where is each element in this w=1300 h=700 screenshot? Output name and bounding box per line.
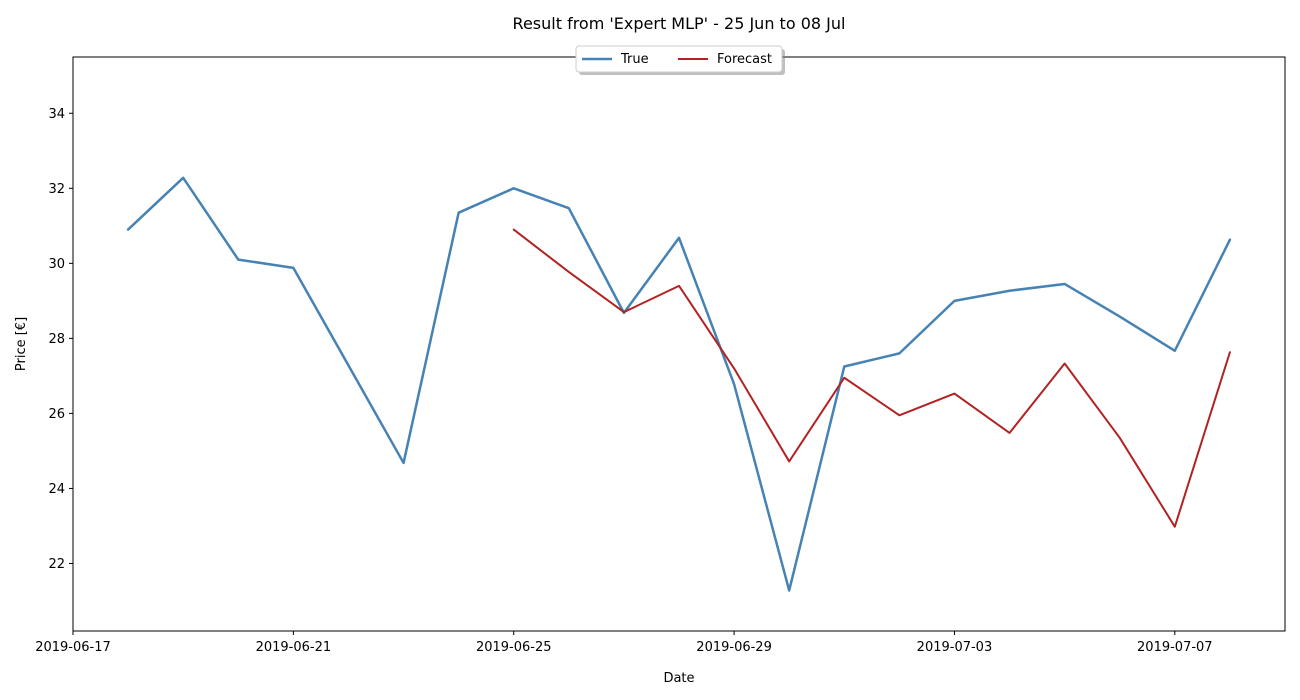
x-tick-label: 2019-06-29 [696, 640, 772, 655]
x-tick-label: 2019-07-03 [917, 640, 993, 655]
plot-area [72, 56, 1286, 632]
y-tick-label: 22 [48, 557, 65, 572]
x-axis-label: Date [663, 671, 694, 686]
y-tick-label: 34 [48, 107, 65, 122]
y-tick-label: 28 [48, 332, 65, 347]
legend: True Forecast [575, 45, 785, 75]
x-tick-label: 2019-06-21 [256, 640, 332, 655]
y-axis-ticks: 22 24 26 28 30 32 34 [48, 107, 73, 572]
x-tick-label: 2019-06-25 [476, 640, 552, 655]
series-lines [126, 176, 1232, 592]
chart-title: Result from 'Expert MLP' - 25 Jun to 08 … [513, 14, 846, 33]
y-tick-label: 24 [48, 482, 65, 497]
x-tick-label: 2019-06-17 [35, 640, 111, 655]
legend-label-true: True [620, 52, 649, 67]
series-line-forecast [512, 228, 1231, 528]
y-axis-label: Price [€] [14, 317, 29, 371]
y-tick-label: 30 [48, 257, 65, 272]
x-axis-ticks: 2019-06-17 2019-06-21 2019-06-25 2019-06-29… [35, 631, 1213, 655]
y-tick-label: 26 [48, 407, 65, 422]
x-tick-label: 2019-07-07 [1137, 640, 1213, 655]
y-tick-label: 32 [48, 182, 65, 197]
legend-label-forecast: Forecast [717, 52, 772, 67]
series-line-true [126, 176, 1232, 592]
